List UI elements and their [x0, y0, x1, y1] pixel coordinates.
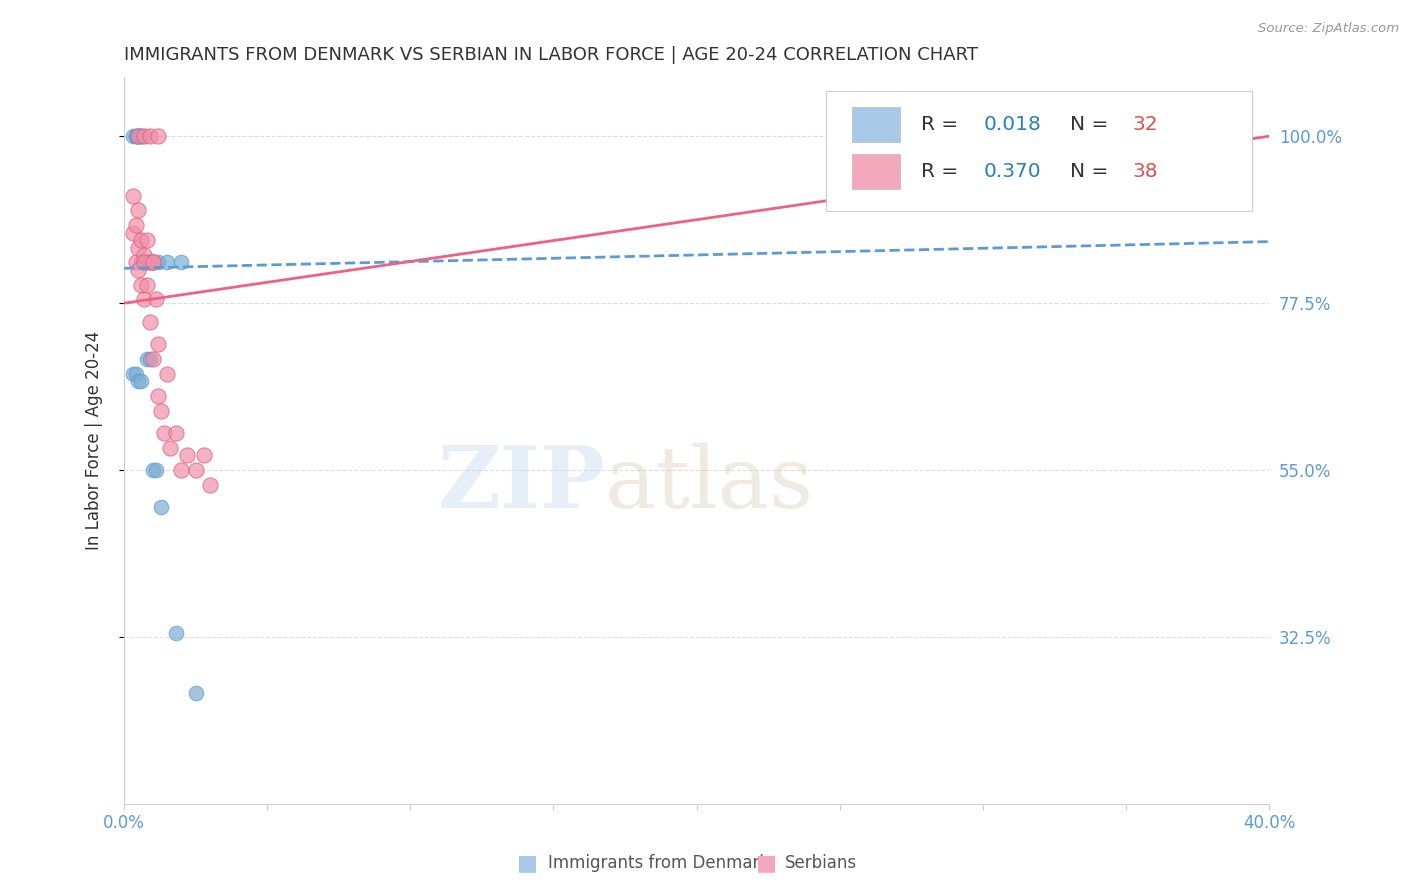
Point [127, 203, 149, 218]
Point [142, 255, 165, 269]
Point [121, 226, 143, 240]
Text: ■: ■ [517, 854, 537, 873]
Point [124, 129, 146, 144]
Point [121, 129, 143, 144]
Point [156, 367, 179, 381]
Point [134, 255, 156, 269]
Point [176, 448, 198, 462]
Point [124, 219, 146, 233]
Point [145, 463, 167, 477]
Text: ■: ■ [756, 854, 776, 873]
Point [145, 293, 167, 307]
Text: 38: 38 [1133, 162, 1159, 181]
Point [131, 277, 153, 292]
Point [127, 129, 149, 144]
Point [148, 337, 170, 351]
Point [153, 425, 176, 440]
Point [134, 255, 156, 269]
Text: N =: N = [1070, 115, 1115, 134]
Point [184, 686, 207, 700]
Point [127, 262, 149, 277]
Point [124, 367, 146, 381]
Point [121, 367, 143, 381]
Point [148, 255, 170, 269]
Point [148, 389, 170, 403]
Text: 32: 32 [1133, 115, 1159, 134]
Point [139, 351, 162, 366]
Point [139, 255, 162, 269]
Point [150, 403, 173, 417]
Point [121, 188, 143, 202]
Point [127, 129, 149, 144]
Point [134, 293, 156, 307]
Text: Immigrants from Denmark: Immigrants from Denmark [548, 855, 769, 872]
Point [131, 129, 153, 144]
Point [170, 255, 193, 269]
Point [184, 463, 207, 477]
Text: Source: ZipAtlas.com: Source: ZipAtlas.com [1258, 22, 1399, 36]
Point [1187, 129, 1209, 144]
Point [134, 255, 156, 269]
Point [127, 374, 149, 388]
Point [124, 255, 146, 269]
Point [159, 441, 181, 455]
Text: 0.370: 0.370 [984, 162, 1042, 181]
Point [131, 233, 153, 247]
Text: Serbians: Serbians [785, 855, 856, 872]
Point [136, 277, 159, 292]
Point [142, 255, 165, 269]
Point [150, 500, 173, 515]
FancyBboxPatch shape [852, 154, 900, 189]
Point [134, 129, 156, 144]
Text: atlas: atlas [605, 442, 814, 525]
Point [1115, 129, 1137, 144]
FancyBboxPatch shape [825, 91, 1251, 211]
Point [139, 255, 162, 269]
Point [134, 255, 156, 269]
Point [142, 463, 165, 477]
Point [127, 241, 149, 255]
Point [165, 626, 187, 640]
Text: N =: N = [1070, 162, 1115, 181]
Text: IMMIGRANTS FROM DENMARK VS SERBIAN IN LABOR FORCE | AGE 20-24 CORRELATION CHART: IMMIGRANTS FROM DENMARK VS SERBIAN IN LA… [124, 46, 979, 64]
Point [193, 448, 215, 462]
Point [124, 129, 146, 144]
Point [198, 478, 221, 492]
FancyBboxPatch shape [852, 107, 900, 142]
Point [142, 351, 165, 366]
Text: R =: R = [921, 115, 965, 134]
Point [142, 255, 165, 269]
Point [131, 129, 153, 144]
Point [156, 255, 179, 269]
Point [131, 374, 153, 388]
Point [136, 255, 159, 269]
Point [131, 255, 153, 269]
Point [165, 425, 187, 440]
Point [148, 129, 170, 144]
Text: R =: R = [921, 162, 965, 181]
Point [131, 129, 153, 144]
Y-axis label: In Labor Force | Age 20-24: In Labor Force | Age 20-24 [86, 331, 103, 550]
Point [134, 255, 156, 269]
Point [139, 315, 162, 329]
Point [170, 463, 193, 477]
Point [136, 255, 159, 269]
Point [136, 233, 159, 247]
Point [139, 129, 162, 144]
Point [134, 248, 156, 262]
Point [136, 351, 159, 366]
Text: 0.018: 0.018 [984, 115, 1042, 134]
Text: ZIP: ZIP [437, 442, 605, 526]
Point [127, 129, 149, 144]
Point [127, 129, 149, 144]
